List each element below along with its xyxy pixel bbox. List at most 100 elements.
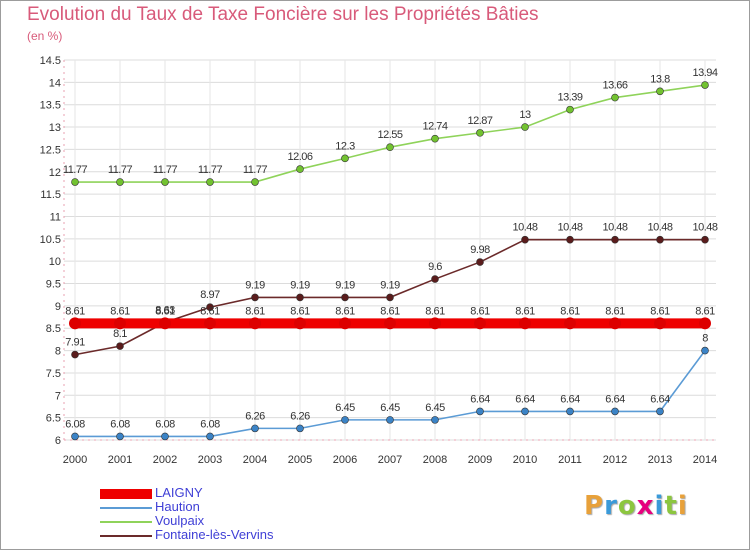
data-label-laigny: 8.61 bbox=[155, 305, 175, 317]
data-point-haution bbox=[521, 407, 529, 416]
x-tick-label: 2011 bbox=[558, 454, 582, 466]
data-point-laigny bbox=[339, 317, 351, 330]
logo-letter: i bbox=[654, 491, 665, 521]
data-point-voulpaix bbox=[566, 105, 574, 114]
data-point-laigny bbox=[114, 317, 126, 330]
data-label-laigny: 8.61 bbox=[605, 305, 625, 317]
x-tick-label: 2008 bbox=[423, 454, 447, 466]
data-label-haution: 6.26 bbox=[245, 410, 265, 422]
data-label-haution: 6.64 bbox=[470, 393, 490, 405]
y-tick-label: 12 bbox=[49, 167, 61, 179]
data-label-voulpaix: 11.77 bbox=[198, 164, 223, 176]
data-label-fontaine-l-s-vervins: 8.63 bbox=[155, 304, 175, 316]
data-label-voulpaix: 12.06 bbox=[287, 151, 312, 163]
data-point-fontaine-l-s-vervins bbox=[611, 235, 619, 244]
data-point-haution bbox=[431, 416, 439, 424]
data-point-laigny bbox=[69, 317, 81, 330]
data-point-laigny bbox=[474, 317, 486, 330]
data-label-fontaine-l-s-vervins: 10.48 bbox=[557, 222, 582, 234]
data-point-voulpaix bbox=[656, 87, 664, 96]
y-tick-label: 13.5 bbox=[40, 100, 61, 112]
y-tick-label: 14 bbox=[49, 77, 61, 89]
x-tick-label: 2005 bbox=[288, 454, 312, 466]
data-point-haution bbox=[701, 346, 709, 355]
logo-letter: i bbox=[677, 491, 688, 521]
x-tick-label: 2000 bbox=[63, 454, 87, 466]
data-point-voulpaix bbox=[116, 178, 124, 186]
data-label-voulpaix: 13.94 bbox=[692, 67, 717, 79]
chart-title: Evolution du Taux de Taxe Foncière sur l… bbox=[27, 4, 539, 25]
data-point-haution bbox=[206, 432, 214, 441]
data-label-fontaine-l-s-vervins: 10.48 bbox=[602, 222, 627, 234]
legend-label-haution: Haution bbox=[155, 499, 200, 514]
data-point-laigny bbox=[294, 317, 306, 330]
x-tick-label: 2012 bbox=[603, 454, 627, 466]
data-point-fontaine-l-s-vervins bbox=[701, 235, 709, 244]
data-label-voulpaix: 11.77 bbox=[153, 164, 178, 176]
data-point-laigny bbox=[429, 317, 441, 330]
data-label-haution: 6.64 bbox=[560, 393, 580, 405]
data-label-voulpaix: 11.77 bbox=[243, 164, 268, 176]
data-point-fontaine-l-s-vervins bbox=[521, 235, 529, 244]
data-point-fontaine-l-s-vervins bbox=[296, 293, 304, 302]
data-point-voulpaix bbox=[521, 123, 529, 131]
data-point-haution bbox=[656, 407, 664, 416]
data-label-laigny: 8.61 bbox=[200, 305, 220, 317]
data-label-haution: 6.64 bbox=[515, 393, 535, 405]
data-label-haution: 6.64 bbox=[650, 393, 670, 405]
data-label-voulpaix: 13 bbox=[519, 109, 531, 121]
data-label-haution: 6.45 bbox=[380, 402, 400, 414]
chart-subtitle: (en %) bbox=[27, 29, 63, 43]
data-point-voulpaix bbox=[476, 129, 484, 137]
data-label-voulpaix: 12.3 bbox=[335, 140, 355, 152]
x-tick-label: 2010 bbox=[513, 454, 537, 466]
y-tick-label: 9.5 bbox=[46, 279, 61, 291]
data-label-voulpaix: 13.39 bbox=[557, 92, 582, 104]
data-point-laigny bbox=[654, 317, 666, 330]
data-point-fontaine-l-s-vervins bbox=[251, 293, 259, 302]
data-label-fontaine-l-s-vervins: 9.98 bbox=[470, 244, 490, 256]
y-tick-label: 6.5 bbox=[46, 413, 61, 425]
data-point-haution bbox=[296, 424, 304, 433]
data-point-haution bbox=[251, 424, 259, 433]
data-point-haution bbox=[341, 416, 349, 424]
data-label-haution: 6.64 bbox=[605, 393, 625, 405]
y-tick-label: 9 bbox=[55, 301, 61, 313]
data-label-fontaine-l-s-vervins: 9.19 bbox=[335, 279, 355, 291]
logo-letter: o bbox=[617, 491, 637, 521]
data-point-laigny bbox=[249, 317, 261, 330]
data-point-voulpaix bbox=[251, 178, 259, 186]
data-label-fontaine-l-s-vervins: 10.48 bbox=[647, 222, 672, 234]
data-label-voulpaix: 11.77 bbox=[108, 164, 133, 176]
data-point-haution bbox=[71, 432, 79, 441]
data-point-haution bbox=[611, 407, 619, 416]
data-label-haution: 6.45 bbox=[425, 402, 445, 414]
y-tick-label: 11 bbox=[50, 211, 61, 223]
y-tick-label: 8 bbox=[55, 346, 61, 358]
data-point-fontaine-l-s-vervins bbox=[71, 350, 79, 359]
legend-label-laigny: LAIGNY bbox=[155, 485, 203, 500]
x-tick-label: 2003 bbox=[198, 454, 222, 466]
logo-letter: r bbox=[604, 491, 618, 521]
data-label-voulpaix: 12.55 bbox=[377, 129, 402, 141]
data-label-fontaine-l-s-vervins: 9.6 bbox=[428, 261, 442, 273]
data-label-haution: 6.08 bbox=[110, 418, 130, 430]
x-tick-label: 2014 bbox=[693, 454, 717, 466]
legend-swatch-laigny bbox=[100, 489, 152, 499]
data-point-fontaine-l-s-vervins bbox=[476, 258, 484, 266]
x-tick-label: 2002 bbox=[153, 454, 177, 466]
data-label-laigny: 8.61 bbox=[425, 305, 445, 317]
data-label-fontaine-l-s-vervins: 7.91 bbox=[65, 337, 85, 349]
data-label-fontaine-l-s-vervins: 8.1 bbox=[113, 328, 127, 340]
logo-letter: t bbox=[664, 491, 678, 521]
y-tick-label: 11.5 bbox=[40, 189, 61, 201]
y-tick-label: 8.5 bbox=[46, 323, 61, 335]
legend-label-voulpaix: Voulpaix bbox=[155, 513, 205, 528]
data-point-voulpaix bbox=[431, 134, 439, 143]
data-label-fontaine-l-s-vervins: 8.97 bbox=[200, 289, 220, 301]
data-point-haution bbox=[116, 432, 124, 441]
data-point-fontaine-l-s-vervins bbox=[341, 293, 349, 302]
data-label-laigny: 8.61 bbox=[65, 305, 85, 317]
data-point-voulpaix bbox=[71, 178, 79, 186]
